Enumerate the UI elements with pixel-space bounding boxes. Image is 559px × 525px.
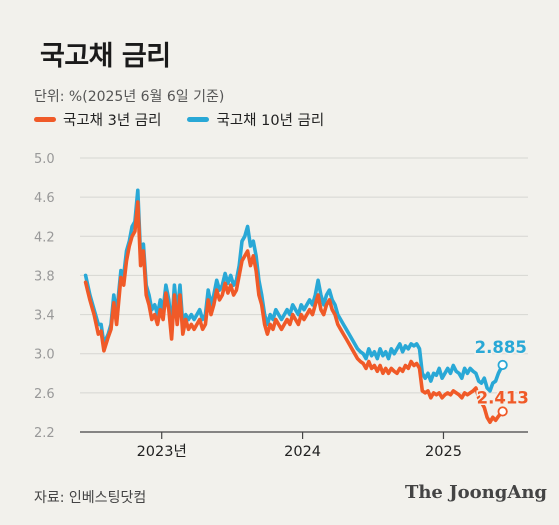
chart-title: 국고채 금리	[40, 41, 171, 72]
y-tick-label: 2.6	[34, 387, 55, 402]
y-tick-label: 3.0	[34, 348, 55, 363]
y-tick-label: 4.6	[34, 191, 55, 206]
y-tick-label: 3.4	[34, 309, 55, 324]
legend: 국고채 3년 금리 국고채 10년 금리	[34, 109, 324, 130]
legend-item-3y: 국고채 3년 금리	[34, 109, 161, 130]
end-value-label-10y: 2.885	[475, 338, 527, 357]
legend-label-3y: 국고채 3년 금리	[63, 113, 162, 129]
end-value-label-3y: 2.413	[477, 388, 529, 407]
brand-logo: The JoongAng	[404, 482, 547, 503]
y-tick-label: 3.8	[34, 269, 55, 284]
end-marker-10y	[497, 359, 508, 371]
x-tick-label: 2025	[425, 444, 462, 460]
x-tick-label: 2024	[284, 444, 321, 460]
legend-item-10y: 국고채 10년 금리	[187, 109, 324, 130]
y-tick-label: 2.2	[34, 426, 55, 441]
legend-swatch-10y	[187, 117, 210, 122]
end-marker-3y	[497, 406, 508, 417]
x-tick-label: 2023년	[137, 443, 187, 460]
series-line-3y	[83, 200, 505, 424]
source-note: 자료: 인베스팅닷컴	[34, 490, 147, 506]
y-tick-label: 5.0	[34, 152, 55, 167]
line-layer	[83, 188, 505, 424]
y-tick-label: 4.2	[34, 230, 55, 245]
legend-swatch-3y	[34, 117, 56, 122]
unit-note: 단위: %(2025년 6월 6일 기준)	[34, 89, 225, 105]
legend-label-10y: 국고채 10년 금리	[216, 113, 325, 129]
series-line-10y	[83, 188, 505, 393]
label-layer: 5.0 4.6 4.2 3.8 3.4 3.0 2.6 2.2 2023년 2024 2025 2.4…	[34, 152, 530, 460]
